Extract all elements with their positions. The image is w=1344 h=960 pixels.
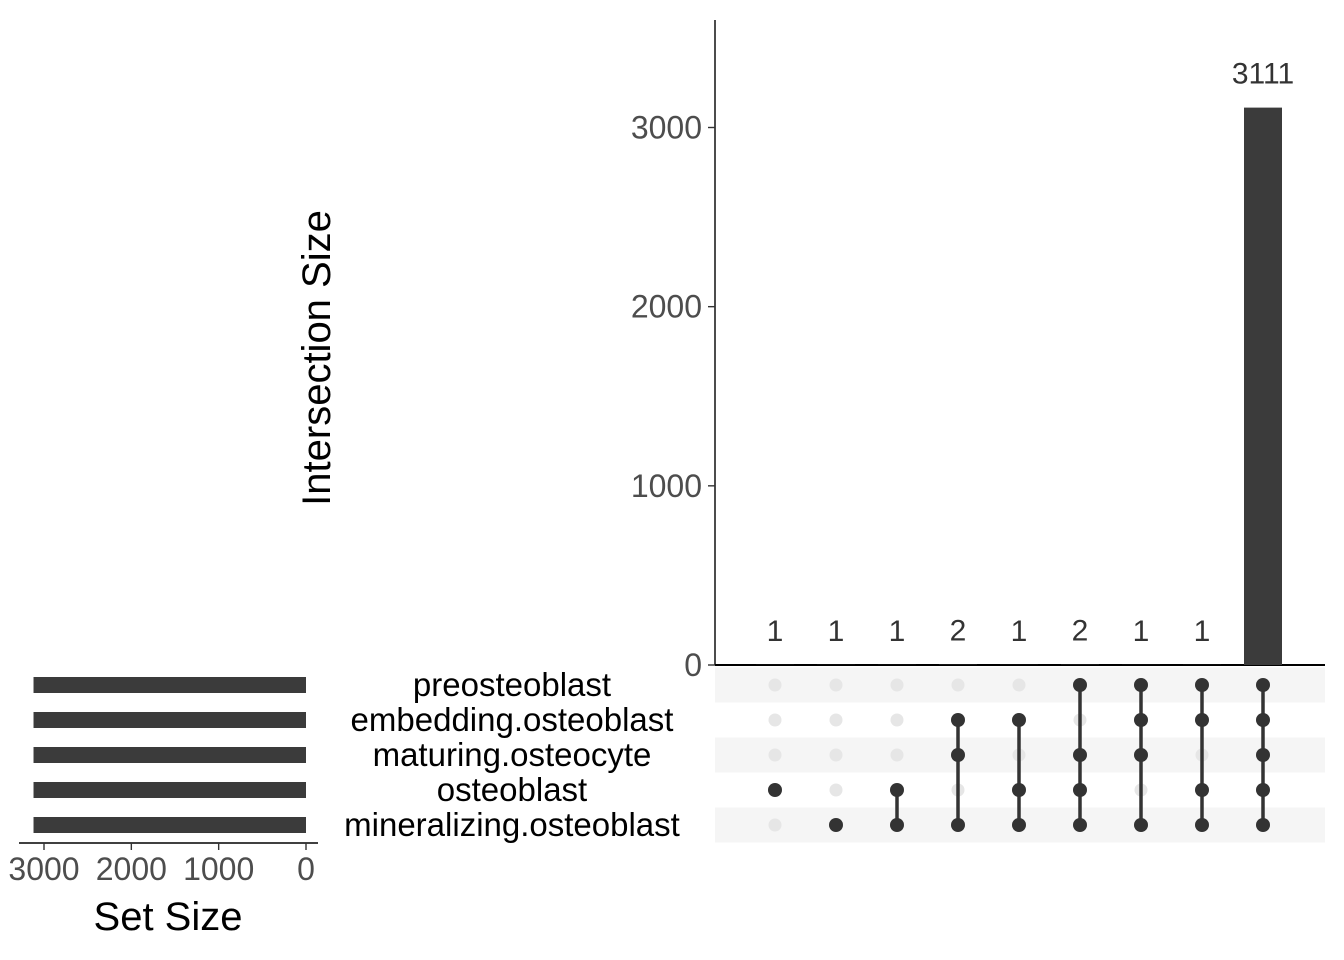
matrix-dot-inactive [829, 748, 843, 762]
intersection-bar-label: 2 [950, 615, 967, 648]
intersection-bar-label: 1 [1011, 615, 1028, 648]
set-label: osteoblast [437, 771, 587, 808]
y-tick-label: 1000 [631, 468, 702, 504]
matrix-dot-active [890, 818, 904, 832]
intersection-bar-label: 2 [1072, 615, 1089, 648]
y-tick-label: 0 [684, 647, 702, 683]
intersection-bars [756, 107, 1282, 666]
matrix-dot-active [1134, 748, 1148, 762]
intersection-size-axis: 0 1000 2000 3000 [631, 20, 1325, 683]
matrix-dot-active [1195, 678, 1209, 692]
matrix-dot-inactive [829, 713, 843, 727]
set-labels: preosteoblastembedding.osteoblastmaturin… [344, 666, 680, 843]
matrix-dot-active [890, 783, 904, 797]
matrix-dot-active [1134, 713, 1148, 727]
matrix-dot-active [951, 748, 965, 762]
matrix-dot-active [1134, 818, 1148, 832]
matrix-dot-active [1256, 783, 1270, 797]
matrix-dot-inactive [768, 748, 782, 762]
matrix-dot-inactive [890, 678, 904, 692]
matrix-dot-inactive [890, 748, 904, 762]
matrix-dot-inactive [829, 678, 843, 692]
intersection-bar-labels: 1 1 1 2 1 2 1 1 3111 [767, 58, 1294, 648]
set-size-bar [33, 782, 307, 798]
set-size-tick-label: 1000 [183, 851, 254, 887]
matrix-dot-active [1012, 713, 1026, 727]
set-size-bars [33, 677, 307, 833]
matrix-dot-active [1256, 748, 1270, 762]
set-label: embedding.osteoblast [351, 701, 674, 738]
matrix-dot-active [1073, 678, 1087, 692]
matrix-dot-active [1256, 713, 1270, 727]
intersection-bar-label: 3111 [1232, 58, 1294, 91]
matrix-dot-active [951, 713, 965, 727]
matrix-dot-inactive [951, 678, 965, 692]
set-size-bar [33, 747, 307, 763]
matrix-dot-active [1012, 783, 1026, 797]
intersection-bar-label: 1 [889, 615, 906, 648]
matrix-dot-active [951, 818, 965, 832]
matrix-dot-inactive [768, 678, 782, 692]
matrix-dot-active [1195, 818, 1209, 832]
matrix-dot-active [829, 818, 843, 832]
set-label: preosteoblast [413, 666, 611, 703]
matrix-dot-active [1073, 783, 1087, 797]
set-size-tick-label: 3000 [8, 851, 79, 887]
set-label: mineralizing.osteoblast [344, 806, 680, 843]
set-size-tick-label: 0 [297, 851, 315, 887]
set-size-bar [33, 817, 307, 833]
matrix-dot-inactive [768, 713, 782, 727]
matrix-dot-inactive [1012, 678, 1026, 692]
matrix-dot-inactive [768, 818, 782, 832]
intersection-bar-label: 1 [1133, 615, 1150, 648]
matrix-dot-active [1256, 678, 1270, 692]
matrix-dot-active [1134, 678, 1148, 692]
matrix-dot-active [1195, 783, 1209, 797]
matrix-dot-inactive [890, 713, 904, 727]
intersection-size-axis-title: Intersection Size [295, 210, 339, 506]
matrix-dot-active [1012, 818, 1026, 832]
matrix-dot-active [768, 783, 782, 797]
y-tick-label: 2000 [631, 289, 702, 325]
matrix-dot-active [1256, 818, 1270, 832]
set-size-axis-title: Set Size [94, 895, 243, 939]
matrix-dot-active [1073, 818, 1087, 832]
set-size-tick-label: 2000 [96, 851, 167, 887]
y-tick-label: 3000 [631, 110, 702, 146]
intersection-bar-label: 1 [767, 615, 784, 648]
set-size-bar [33, 712, 307, 728]
intersection-bar [1244, 107, 1282, 666]
set-size-bar [33, 677, 307, 693]
intersection-matrix [768, 678, 1270, 832]
matrix-dot-inactive [829, 783, 843, 797]
set-label: maturing.osteocyte [373, 736, 652, 773]
matrix-dot-active [1195, 713, 1209, 727]
matrix-dot-active [1073, 748, 1087, 762]
intersection-bar-label: 1 [828, 615, 845, 648]
intersection-bar-label: 1 [1194, 615, 1211, 648]
set-size-axis: 3000 2000 1000 0 [8, 842, 318, 887]
